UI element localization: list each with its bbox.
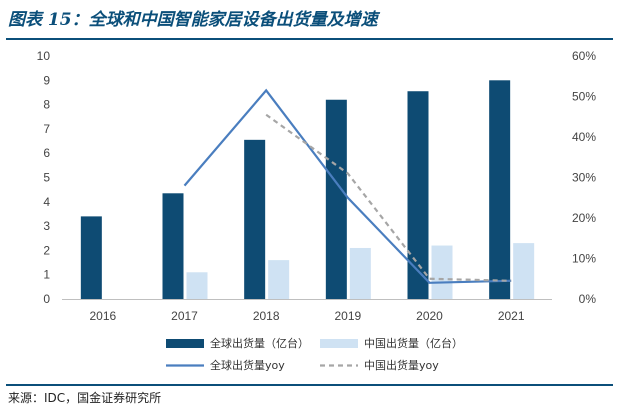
y-right-tick-label: 50% [572,90,596,104]
china-shipment-bar [513,243,535,299]
legend-swatch-bar [166,339,204,348]
y-right-tick-label: 10% [572,252,596,266]
global-shipment-bar [325,99,347,299]
china-shipment-bar [268,260,290,299]
y-left-tick-label: 4 [43,195,50,209]
source-note: 来源：IDC，国金证券研究所 [8,391,162,405]
global-shipment-bar [489,80,511,299]
legend-label: 全球出货量（亿台） [210,336,309,350]
x-tick-label: 2019 [334,309,361,323]
y-left-tick-label: 8 [43,98,50,112]
y-left-tick-label: 6 [43,146,50,160]
legend-label: 中国出货量（亿台） [364,336,463,350]
y-left-tick-label: 7 [43,122,50,136]
y-left-tick-label: 9 [43,73,50,87]
y-left-tick-label: 2 [43,243,50,257]
y-left-tick-label: 0 [43,292,50,306]
legend-label: 中国出货量yoy [364,358,439,372]
x-tick-label: 2017 [171,309,198,323]
china-shipment-bar [349,247,371,299]
x-tick-label: 2016 [89,309,116,323]
y-right-tick-label: 40% [572,130,596,144]
y-left-tick-label: 10 [37,49,51,63]
y-right-tick-label: 60% [572,49,596,63]
global-yoy-line [183,88,512,284]
chart-canvas: 0 1 2 3 4 5 6 7 8 9 10 0% 10% 20% 30% 40% 50% 60% 2016 2017… [37,49,597,372]
top-divider [6,38,613,40]
x-tick-label: 2020 [416,309,443,323]
legend-swatch-bar [320,339,358,348]
chart-title: 图表 15：全球和中国智能家居设备出货量及增速 [8,10,378,30]
y-right-tick-label: 30% [572,171,596,185]
y-left-tick-label: 1 [43,268,50,282]
global-shipment-bar [80,216,102,299]
y-left-tick-label: 3 [43,219,50,233]
y-right-tick-label: 20% [572,211,596,225]
y-right-tick-label: 0% [579,292,597,306]
china-shipment-bar [431,245,453,299]
global-shipment-bar [244,139,266,299]
global-shipment-bar [407,91,429,299]
legend-label: 全球出货量yoy [210,358,285,372]
x-tick-label: 2018 [253,309,280,323]
china-yoy-line [265,113,512,282]
y-left-tick-label: 5 [43,171,50,185]
china-shipment-bar [186,272,208,299]
x-tick-label: 2021 [498,309,525,323]
global-shipment-bar [162,193,184,299]
bottom-divider [6,384,613,386]
